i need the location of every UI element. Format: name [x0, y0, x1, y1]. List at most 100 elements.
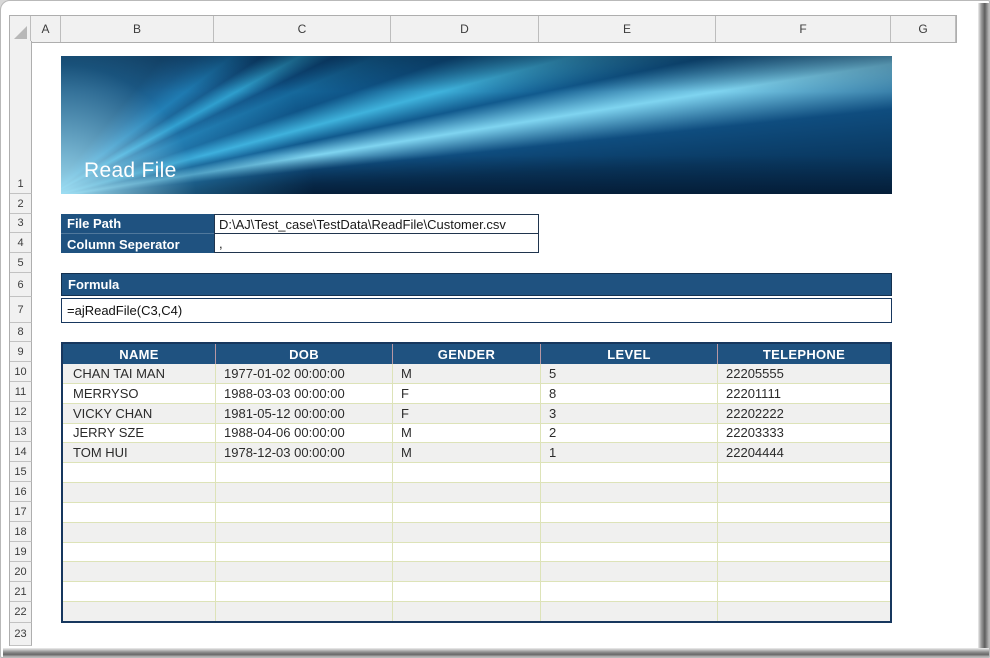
table-cell[interactable]: 1 [541, 443, 718, 463]
table-cell[interactable] [718, 602, 890, 621]
table-cell[interactable] [541, 542, 718, 562]
table-cell[interactable]: 2 [541, 423, 718, 443]
table-cell[interactable]: 1981-05-12 00:00:00 [216, 403, 393, 423]
table-cell[interactable] [216, 522, 393, 542]
row-header-1[interactable]: 1 [10, 41, 32, 194]
table-cell[interactable] [393, 562, 541, 582]
column-header-c[interactable]: C [214, 16, 391, 42]
table-cell[interactable] [216, 582, 393, 602]
row-header-15[interactable]: 15 [10, 462, 32, 482]
table-cell[interactable]: 22201111 [726, 385, 781, 401]
row-header-6[interactable]: 6 [10, 273, 32, 297]
table-cell[interactable]: MERRYSO [63, 383, 216, 403]
table-cell[interactable] [216, 483, 393, 502]
table-cell[interactable] [541, 502, 718, 522]
table-cell[interactable]: 22202222 [726, 405, 784, 421]
table-cell[interactable] [541, 562, 718, 582]
table-cell[interactable] [541, 582, 718, 602]
table-column-header-level[interactable]: LEVEL [541, 344, 718, 364]
table-cell[interactable] [718, 463, 890, 482]
column-header-b[interactable]: B [61, 16, 214, 42]
row-header-21[interactable]: 21 [10, 582, 32, 602]
table-cell[interactable]: VICKY CHAN [63, 403, 216, 423]
row-header-10[interactable]: 10 [10, 362, 32, 382]
table-cell[interactable]: TOM HUI [63, 443, 216, 463]
row-header-17[interactable]: 17 [10, 502, 32, 522]
row-header-12[interactable]: 12 [10, 402, 32, 422]
table-cell[interactable] [718, 523, 890, 542]
table-column-header-telephone[interactable]: TELEPHONE [762, 346, 846, 362]
table-cell[interactable] [393, 602, 541, 621]
table-cell[interactable]: 1977-01-02 00:00:00 [216, 364, 393, 383]
row-header-8[interactable]: 8 [10, 323, 32, 342]
table-cell[interactable]: 22205555 [726, 365, 784, 381]
row-header-18[interactable]: 18 [10, 522, 32, 542]
table-cell[interactable] [216, 562, 393, 582]
table-cell[interactable] [393, 582, 541, 602]
column-header-e[interactable]: E [539, 16, 716, 42]
table-cell[interactable] [63, 562, 216, 582]
table-cell[interactable] [718, 582, 890, 601]
table-cell[interactable] [393, 463, 541, 483]
row-header-13[interactable]: 13 [10, 422, 32, 442]
row-header-9[interactable]: 9 [10, 342, 32, 362]
table-cell[interactable] [541, 602, 718, 621]
table-cell[interactable]: F [393, 403, 541, 423]
row-header-14[interactable]: 14 [10, 442, 32, 462]
row-header-3[interactable]: 3 [10, 214, 32, 233]
table-cell[interactable] [63, 522, 216, 542]
table-cell[interactable] [63, 542, 216, 562]
table-cell[interactable]: M [393, 423, 541, 443]
column-separator-value-cell[interactable]: , [215, 233, 538, 253]
table-cell[interactable]: 1988-03-03 00:00:00 [216, 383, 393, 403]
table-cell[interactable]: JERRY SZE [63, 423, 216, 443]
formula-cell[interactable]: =ajReadFile(C3,C4) [61, 298, 892, 323]
table-cell[interactable]: F [393, 383, 541, 403]
row-header-2[interactable]: 2 [10, 194, 32, 214]
row-header-5[interactable]: 5 [10, 253, 32, 273]
column-header-f[interactable]: F [716, 16, 891, 42]
table-cell[interactable]: CHAN TAI MAN [63, 364, 216, 383]
table-cell[interactable] [393, 542, 541, 562]
table-cell[interactable]: 22204444 [726, 445, 784, 461]
table-cell[interactable] [541, 522, 718, 542]
table-cell[interactable]: 3 [541, 403, 718, 423]
column-header-g[interactable]: G [891, 16, 956, 42]
table-cell[interactable] [541, 463, 718, 483]
column-header-d[interactable]: D [391, 16, 539, 42]
table-cell[interactable]: 1978-12-03 00:00:00 [216, 443, 393, 463]
table-column-header-dob[interactable]: DOB [216, 344, 393, 364]
row-header-23[interactable]: 23 [10, 623, 32, 646]
table-cell[interactable]: 8 [541, 383, 718, 403]
table-cell[interactable] [718, 543, 890, 562]
table-cell[interactable] [216, 502, 393, 522]
table-cell[interactable] [718, 562, 890, 581]
row-header-22[interactable]: 22 [10, 602, 32, 623]
row-header-20[interactable]: 20 [10, 562, 32, 582]
table-cell[interactable] [718, 483, 890, 502]
table-cell[interactable] [63, 483, 216, 502]
table-cell[interactable] [63, 602, 216, 621]
table-cell[interactable] [216, 463, 393, 483]
table-column-header-name[interactable]: NAME [63, 344, 216, 364]
row-header-7[interactable]: 7 [10, 297, 32, 323]
table-cell[interactable] [393, 522, 541, 542]
table-cell[interactable] [541, 483, 718, 502]
table-cell[interactable] [393, 483, 541, 502]
table-cell[interactable] [63, 463, 216, 483]
select-all-corner[interactable] [9, 16, 31, 42]
table-cell[interactable] [63, 582, 216, 602]
table-cell[interactable]: M [393, 364, 541, 383]
table-cell[interactable]: 1988-04-06 00:00:00 [216, 423, 393, 443]
table-cell[interactable] [216, 602, 393, 621]
table-cell[interactable] [393, 502, 541, 522]
row-header-19[interactable]: 19 [10, 542, 32, 562]
row-header-16[interactable]: 16 [10, 482, 32, 502]
table-cell[interactable] [718, 503, 890, 522]
table-cell[interactable]: 22203333 [726, 425, 784, 441]
row-header-4[interactable]: 4 [10, 233, 32, 253]
table-cell[interactable]: 5 [541, 364, 718, 383]
table-cell[interactable] [216, 542, 393, 562]
file-path-value-cell[interactable]: D:\AJ\Test_case\TestData\ReadFile\Custom… [219, 216, 506, 232]
table-column-header-gender[interactable]: GENDER [393, 344, 541, 364]
